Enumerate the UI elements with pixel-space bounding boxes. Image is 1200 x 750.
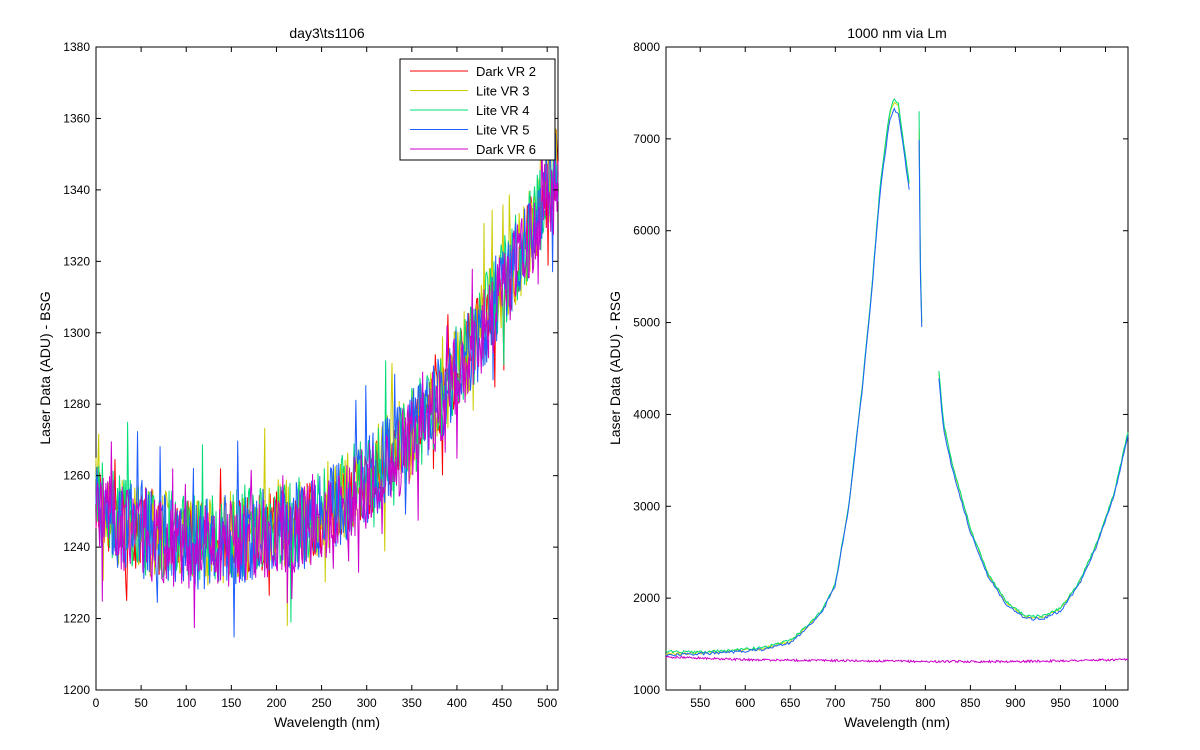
y-tick-label: 1260 <box>63 469 90 483</box>
x-tick-label: 950 <box>1050 696 1070 710</box>
chart-left: 0 50 100 150 200 250 300 350 400 450 500 1200 1220 12… <box>37 25 559 730</box>
x-tick-label: 400 <box>447 696 467 710</box>
right-y-axis-label: Laser Data (ADU) - RSG <box>607 291 623 445</box>
x-tick-label: 500 <box>537 696 557 710</box>
legend-label: Lite VR 3 <box>476 84 529 99</box>
right-axis-ticks: 550 600 650 700 750 800 850 900 950 1000 1000 2000 3… <box>633 40 1128 710</box>
y-tick-label: 1280 <box>63 397 90 411</box>
legend-label: Lite VR 4 <box>476 103 529 118</box>
x-tick-label: 150 <box>221 696 241 710</box>
y-tick-label: 3000 <box>633 499 660 513</box>
y-tick-label: 1220 <box>63 612 90 626</box>
right-x-axis-label: Wavelength (nm) <box>844 714 950 730</box>
y-tick-label: 8000 <box>633 40 660 54</box>
x-tick-label: 300 <box>357 696 377 710</box>
left-chart-title: day3\ts1106 <box>289 25 364 41</box>
y-tick-label: 2000 <box>633 591 660 605</box>
x-tick-label: 450 <box>492 696 512 710</box>
left-axis-ticks: 0 50 100 150 200 250 300 350 400 450 500 1200 1220 12… <box>63 40 558 710</box>
y-tick-label: 1200 <box>63 683 90 697</box>
series-line-2-segment-1 <box>918 139 923 328</box>
x-tick-label: 800 <box>915 696 935 710</box>
y-tick-label: 1380 <box>63 40 90 54</box>
x-tick-label: 850 <box>960 696 980 710</box>
y-tick-label: 1240 <box>63 540 90 554</box>
y-tick-label: 1320 <box>63 254 90 268</box>
right-series-group <box>665 98 1129 664</box>
legend-label: Lite VR 5 <box>476 123 529 138</box>
x-tick-label: 0 <box>93 696 100 710</box>
x-tick-label: 350 <box>402 696 422 710</box>
x-tick-label: 200 <box>266 696 286 710</box>
x-tick-label: 550 <box>690 696 710 710</box>
x-tick-label: 900 <box>1005 696 1025 710</box>
series-line-2-segment-2 <box>938 378 1129 621</box>
y-tick-label: 1360 <box>63 111 90 125</box>
right-plot-area <box>665 46 1129 691</box>
right-chart-title: 1000 nm via Lm <box>847 25 947 41</box>
left-x-axis-label: Wavelength (nm) <box>274 714 380 730</box>
legend-label: Dark VR 2 <box>476 64 536 79</box>
x-tick-label: 1000 <box>1092 696 1119 710</box>
left-y-axis-label: Laser Data (ADU) - BSG <box>37 291 53 444</box>
y-tick-label: 1000 <box>633 683 660 697</box>
series-line-dark-vr-6 <box>95 137 559 629</box>
chart-right: 550 600 650 700 750 800 850 900 950 1000 1000 2000 3… <box>607 25 1129 730</box>
y-tick-label: 4000 <box>633 407 660 421</box>
series-line-2-segment-0 <box>665 107 910 657</box>
x-tick-label: 250 <box>312 696 332 710</box>
y-tick-label: 5000 <box>633 316 660 330</box>
legend-label: Dark VR 6 <box>476 142 536 157</box>
x-tick-label: 600 <box>735 696 755 710</box>
left-series-group <box>95 121 559 638</box>
y-tick-label: 6000 <box>633 224 660 238</box>
x-tick-label: 650 <box>780 696 800 710</box>
x-tick-label: 50 <box>134 696 148 710</box>
x-tick-label: 100 <box>176 696 196 710</box>
left-legend: Dark VR 2 Lite VR 3 Lite VR 4 Lite VR 5 Dark… <box>399 58 556 161</box>
y-tick-label: 7000 <box>633 132 660 146</box>
x-tick-label: 750 <box>870 696 890 710</box>
x-tick-label: 700 <box>825 696 845 710</box>
y-tick-label: 1300 <box>63 326 90 340</box>
series-line-1-segment-2 <box>938 370 1129 619</box>
series-line-3-segment-0 <box>665 655 1129 664</box>
y-tick-label: 1340 <box>63 183 90 197</box>
